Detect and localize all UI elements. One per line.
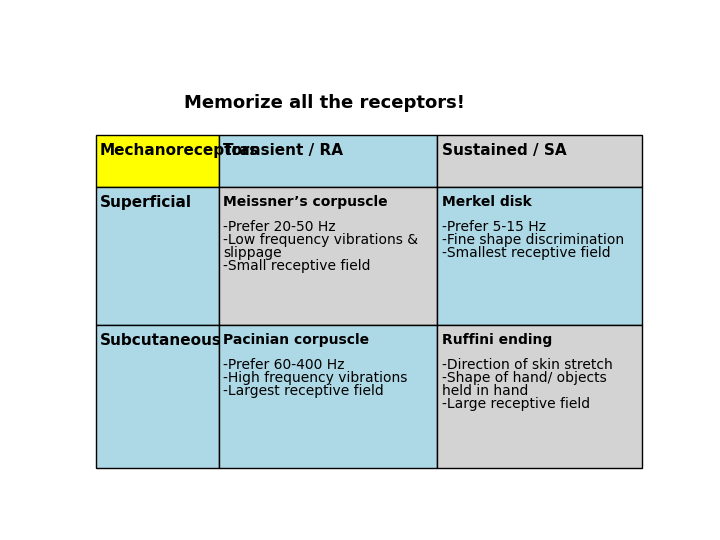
Text: -Shape of hand/ objects: -Shape of hand/ objects bbox=[442, 371, 606, 385]
Text: -Small receptive field: -Small receptive field bbox=[223, 259, 371, 273]
Text: Sustained / SA: Sustained / SA bbox=[442, 143, 567, 158]
Text: -Direction of skin stretch: -Direction of skin stretch bbox=[442, 358, 613, 372]
Bar bbox=[437, 187, 642, 325]
Text: Subcutaneous: Subcutaneous bbox=[100, 333, 222, 348]
Text: -Large receptive field: -Large receptive field bbox=[442, 397, 590, 411]
Text: held in hand: held in hand bbox=[442, 384, 528, 398]
Bar bbox=[437, 325, 642, 468]
Text: -Smallest receptive field: -Smallest receptive field bbox=[442, 246, 611, 260]
Text: -High frequency vibrations: -High frequency vibrations bbox=[223, 371, 408, 385]
Text: -Prefer 5-15 Hz: -Prefer 5-15 Hz bbox=[442, 220, 546, 234]
Bar bbox=[219, 136, 437, 187]
Bar bbox=[219, 325, 437, 468]
Text: Transient / RA: Transient / RA bbox=[223, 143, 343, 158]
Text: -Largest receptive field: -Largest receptive field bbox=[223, 384, 384, 398]
Text: Memorize all the receptors!: Memorize all the receptors! bbox=[184, 94, 465, 112]
Text: Superficial: Superficial bbox=[100, 194, 192, 210]
Text: -Prefer 60-400 Hz: -Prefer 60-400 Hz bbox=[223, 358, 345, 372]
Text: Pacinian corpuscle: Pacinian corpuscle bbox=[223, 333, 369, 347]
Bar bbox=[96, 325, 219, 468]
Bar bbox=[96, 136, 219, 187]
Text: -Prefer 20-50 Hz: -Prefer 20-50 Hz bbox=[223, 220, 336, 234]
Text: -Low frequency vibrations &: -Low frequency vibrations & bbox=[223, 233, 418, 247]
Bar bbox=[219, 187, 437, 325]
Text: Meissner’s corpuscle: Meissner’s corpuscle bbox=[223, 194, 387, 208]
Text: slippage: slippage bbox=[223, 246, 282, 260]
Bar bbox=[437, 136, 642, 187]
Bar bbox=[96, 187, 219, 325]
Text: Ruffini ending: Ruffini ending bbox=[442, 333, 552, 347]
Text: -Fine shape discrimination: -Fine shape discrimination bbox=[442, 233, 624, 247]
Text: Mechanoreceptors: Mechanoreceptors bbox=[100, 143, 259, 158]
Text: Merkel disk: Merkel disk bbox=[442, 194, 531, 208]
